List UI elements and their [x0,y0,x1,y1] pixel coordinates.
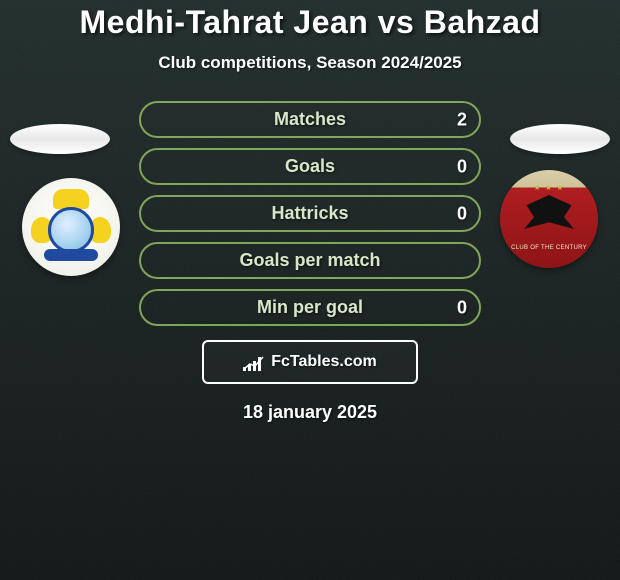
date: 18 january 2025 [0,402,620,423]
stat-value-right: 0 [457,297,467,318]
stat-label: Goals per match [239,250,380,271]
club-crest-right: ★ ★ ★ CLUB OF THE CENTURY [500,170,598,268]
comparison-card: Medhi-Tahrat Jean vs Bahzad Club competi… [0,0,620,580]
stat-value-right: 2 [457,109,467,130]
flag-left [10,124,110,154]
stat-row: Goals per match [139,242,481,279]
subtitle: Club competitions, Season 2024/2025 [0,53,620,73]
stat-label: Min per goal [257,297,363,318]
crest-left-art [31,187,111,267]
stat-label: Goals [285,156,335,177]
stat-label: Matches [274,109,346,130]
watermark-text: FcTables.com [271,353,377,371]
crest-right-stars: ★ ★ ★ [509,183,589,192]
content: Medhi-Tahrat Jean vs Bahzad Club competi… [0,0,620,423]
stat-value-right: 0 [457,156,467,177]
stat-label: Hattricks [271,203,348,224]
watermark: FcTables.com [202,340,418,384]
stat-row: Hattricks 0 [139,195,481,232]
stat-row: Goals 0 [139,148,481,185]
crest-right-banner: CLUB OF THE CENTURY [509,245,589,251]
flag-right [510,124,610,154]
crest-right-art: ★ ★ ★ CLUB OF THE CENTURY [509,179,589,259]
page-title: Medhi-Tahrat Jean vs Bahzad [0,4,620,41]
stat-value-right: 0 [457,203,467,224]
bar-chart-line-icon [243,353,265,371]
club-crest-left [22,178,120,276]
stat-row: Matches 2 [139,101,481,138]
stat-row: Min per goal 0 [139,289,481,326]
